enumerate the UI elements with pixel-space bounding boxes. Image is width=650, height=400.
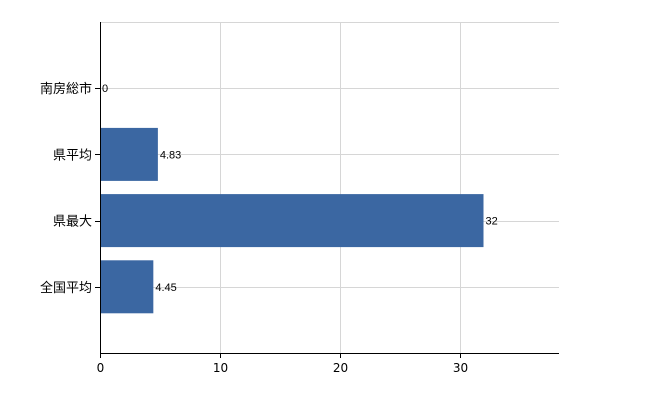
bars — [101, 127, 484, 314]
axes — [95, 22, 559, 358]
bar — [101, 194, 484, 248]
bar — [101, 127, 158, 181]
data-label: 4.45 — [155, 282, 176, 294]
x-tick-label: 20 — [333, 361, 348, 375]
category-label: 県平均 — [53, 148, 92, 163]
category-label: 全国平均 — [40, 280, 92, 296]
bar — [101, 260, 154, 314]
data-label: 32 — [485, 216, 497, 228]
data-label: 0 — [102, 83, 108, 95]
category-label: 南房総市 — [40, 81, 92, 97]
x-tick-label: 30 — [453, 361, 468, 375]
labels: 0 10 20 30 南房総市 0 県平均 4.83 県最大 32 全国平均 4.45 — [40, 81, 498, 375]
category-label: 県最大 — [53, 215, 92, 230]
x-tick-label: 0 — [97, 361, 105, 375]
grid-lines — [100, 22, 559, 353]
x-tick-label: 10 — [213, 361, 228, 375]
data-label: 4.83 — [160, 149, 181, 161]
